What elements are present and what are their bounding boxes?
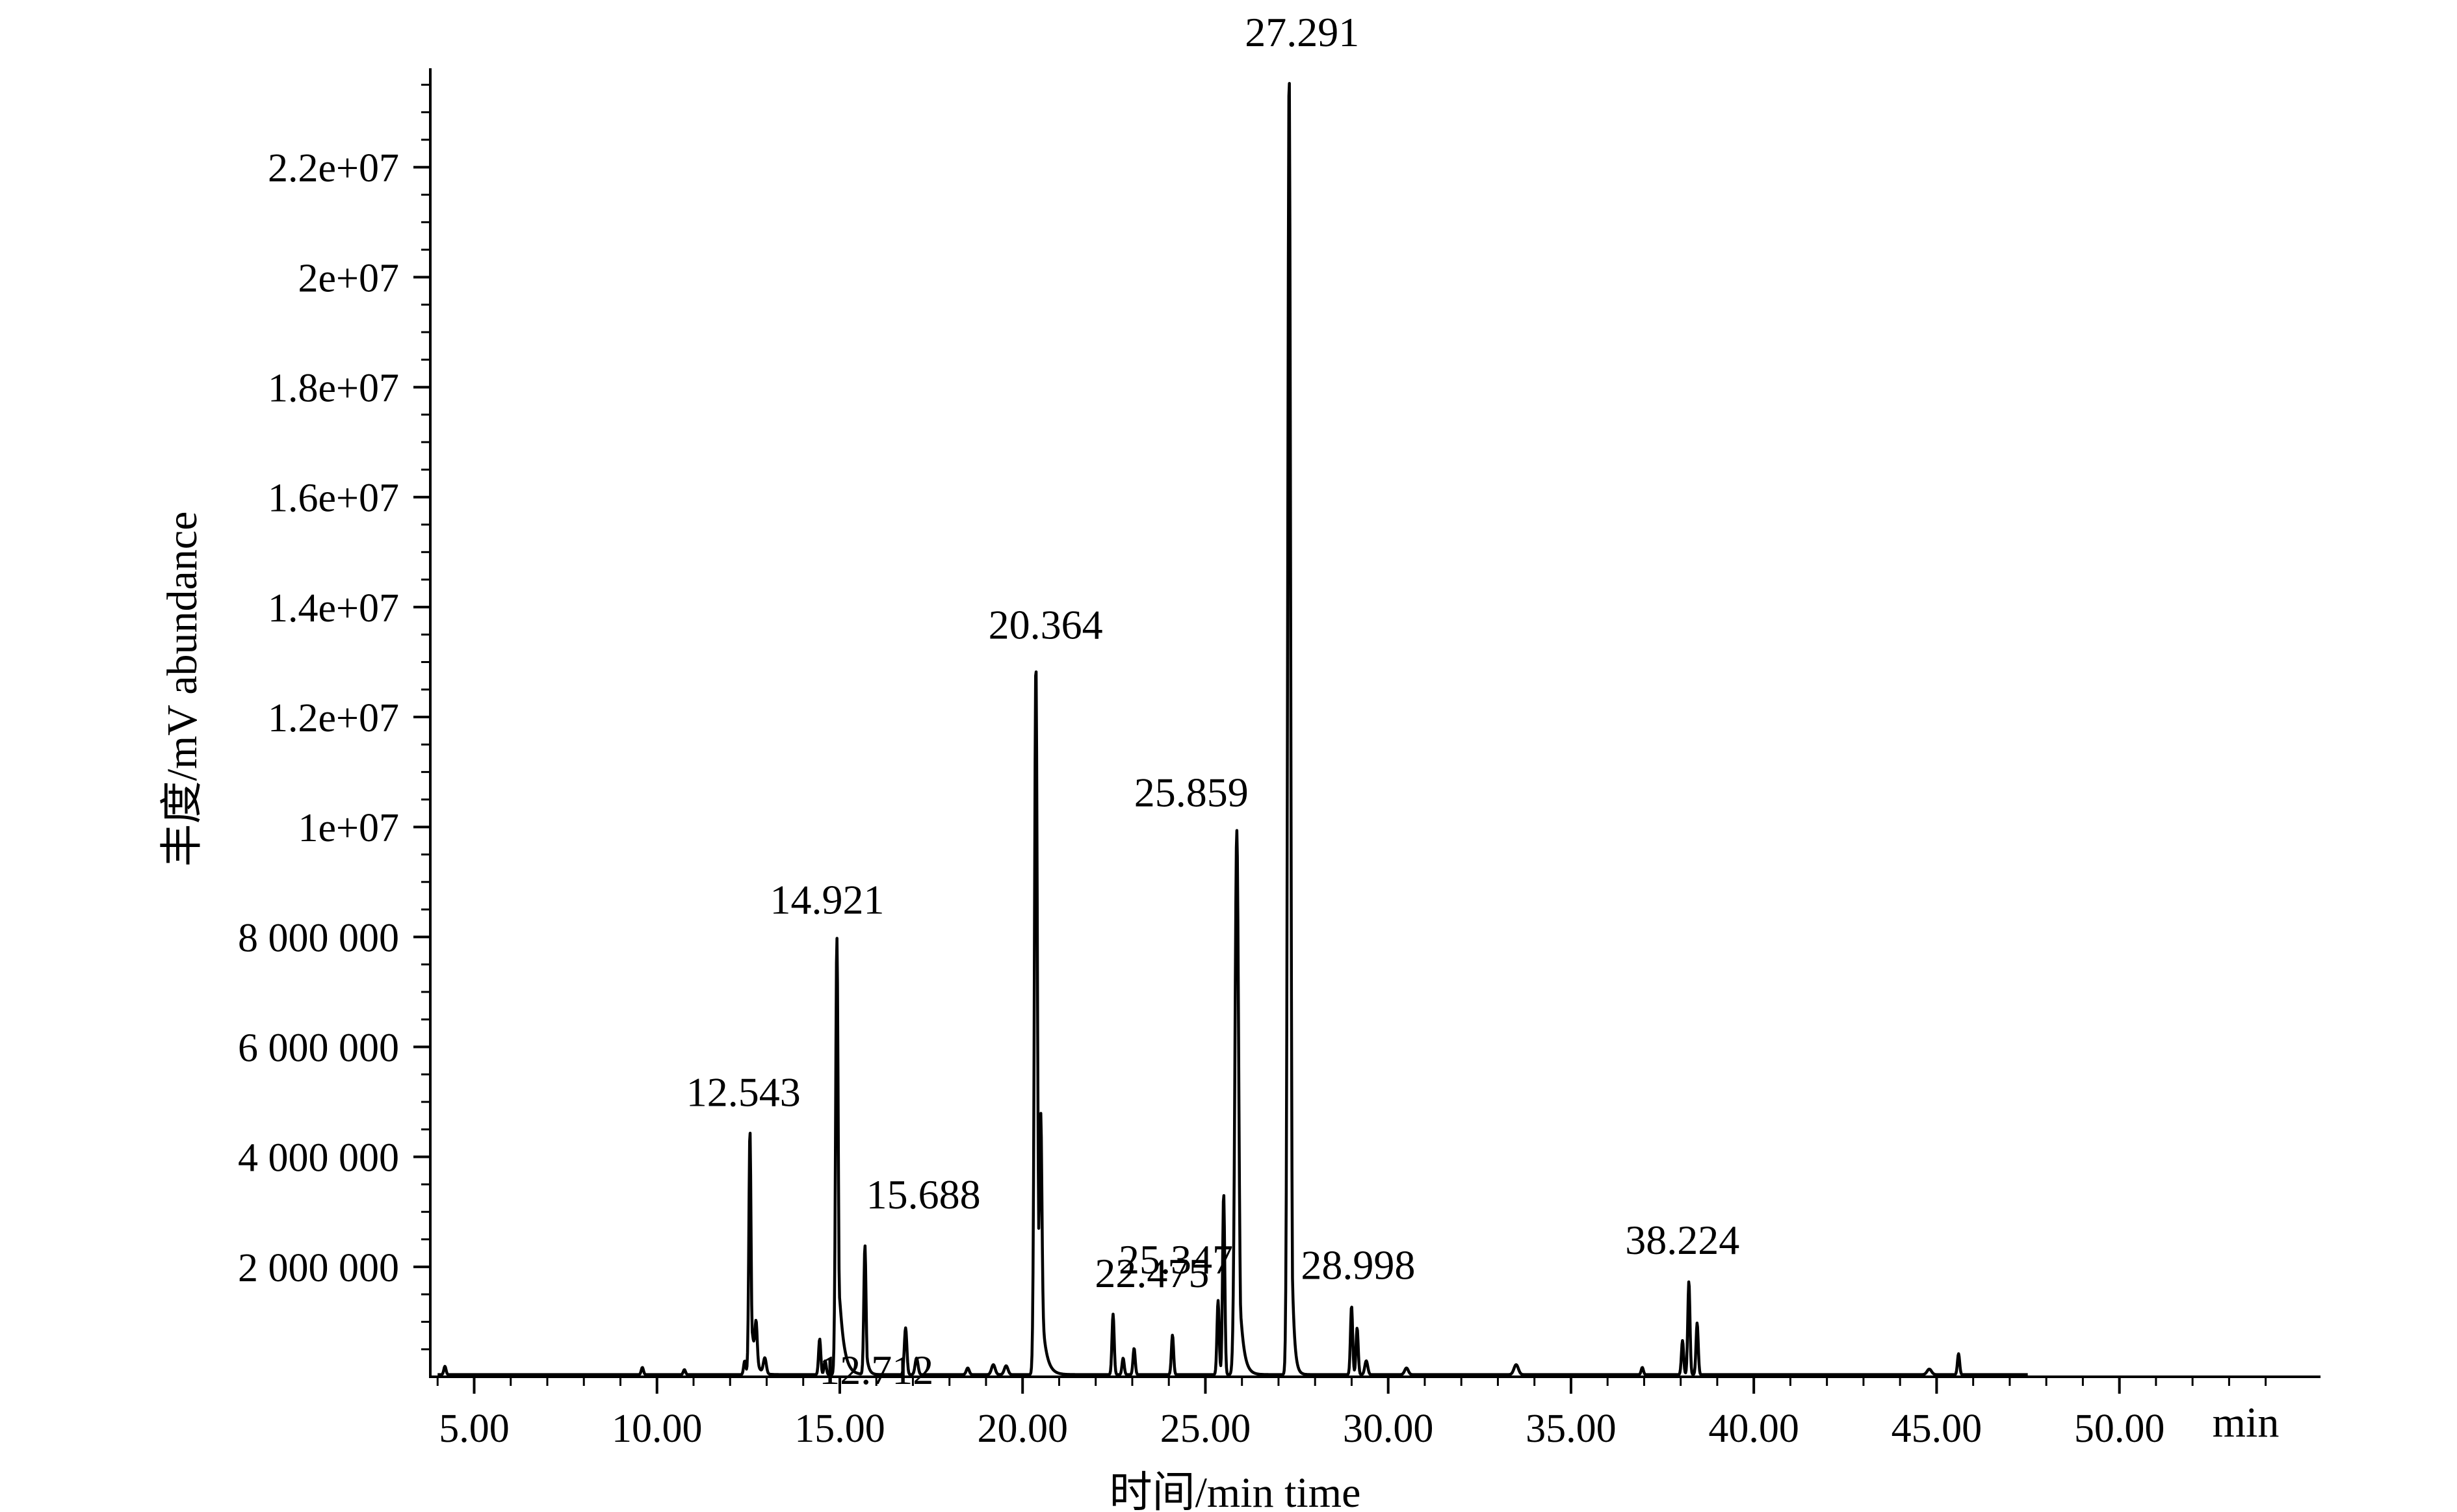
peak-label: 12.543 xyxy=(686,1069,801,1115)
y-tick-label: 1.4e+07 xyxy=(268,586,399,631)
y-axis-title: 丰度/mV abundance xyxy=(159,512,206,867)
y-tick-label: 8 000 000 xyxy=(238,916,399,960)
peak-label: 25.347 xyxy=(1119,1236,1233,1283)
x-tick-label: 10.00 xyxy=(612,1407,703,1451)
peak-labels: 12.543 14.921 15.688 12.712 20.364 22.47525.3… xyxy=(686,9,1739,1393)
series-trace-0 xyxy=(436,82,2029,1376)
peak-label: 14.921 xyxy=(770,877,885,923)
x-axis-unit-label: min xyxy=(2213,1399,2280,1446)
y-tick-label: 2.2e+07 xyxy=(268,146,399,190)
peak-label: 28.998 xyxy=(1301,1242,1415,1288)
x-tick-label: 25.00 xyxy=(1160,1407,1251,1451)
peak-label: 20.364 xyxy=(989,602,1103,648)
peak-label: 38.224 xyxy=(1625,1217,1739,1263)
x-tick-label: 15.00 xyxy=(794,1407,885,1451)
peak-label: 22.475 xyxy=(1095,1250,1209,1296)
y-tick-label: 1.2e+07 xyxy=(268,696,399,740)
peak-label: 12.712 xyxy=(819,1347,933,1393)
y-tick-label: 1e+07 xyxy=(298,806,399,850)
x-tick-label: 5.00 xyxy=(439,1407,510,1451)
y-tick-label: 1.8e+07 xyxy=(268,367,399,411)
plot-area xyxy=(436,82,2029,1376)
x-tick-label: 45.00 xyxy=(1892,1407,1982,1451)
x-tick-label: 20.00 xyxy=(977,1407,1068,1451)
peak-label: 15.688 xyxy=(866,1171,981,1218)
x-tick-label: 35.00 xyxy=(1526,1407,1617,1451)
x-tick-label: 30.00 xyxy=(1343,1407,1434,1451)
y-tick-label: 4 000 000 xyxy=(238,1136,399,1180)
y-tick-label: 2e+07 xyxy=(298,256,399,300)
x-axis-title: 时间/min time xyxy=(1110,1469,1361,1512)
axes: 5.00 10.00 15.00 20.00 25.00 30.00 35.00 40.00 4… xyxy=(238,68,2320,1451)
x-tick-label: 50.00 xyxy=(2074,1407,2165,1451)
peak-label: 25.859 xyxy=(1134,770,1249,816)
x-tick-label: 40.00 xyxy=(1708,1407,1799,1451)
y-tick-label: 6 000 000 xyxy=(238,1026,399,1071)
y-tick-label: 2 000 000 xyxy=(238,1246,399,1290)
peak-label: 27.291 xyxy=(1245,9,1359,55)
y-tick-label: 1.6e+07 xyxy=(268,476,399,521)
